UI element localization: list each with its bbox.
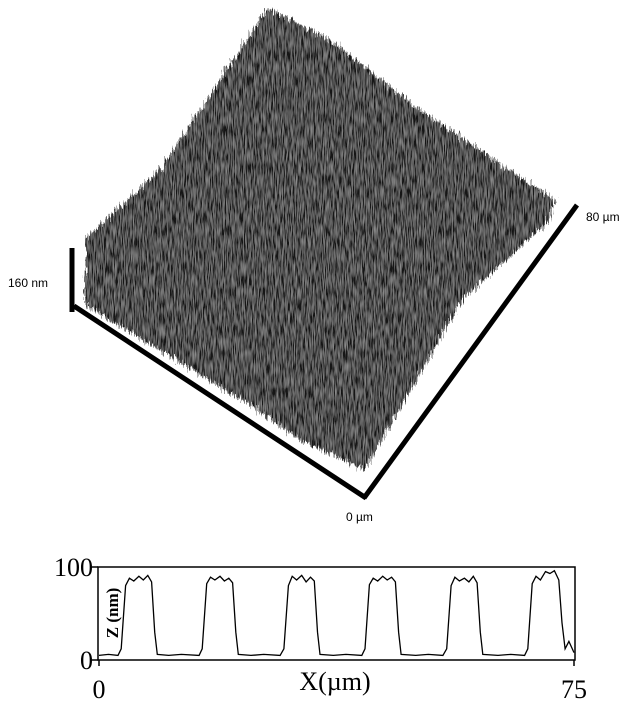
y-tick-label: 100 [54, 553, 93, 582]
y-tick-label: 0 [80, 646, 93, 675]
z-scale-label: 160 nm [8, 276, 48, 290]
y-scale-label: 80 µm [586, 210, 620, 224]
y-axis-label: Z (nm) [103, 588, 122, 639]
surface [85, 8, 555, 470]
profile-line [98, 569, 575, 657]
x-tick-label: 0 [93, 675, 106, 704]
origin-label: 0 µm [346, 510, 373, 524]
y-axis-3d [361, 203, 580, 500]
plot-frame [97, 566, 576, 661]
x-axis-label: X(µm) [299, 667, 370, 696]
profile-chart: X(µm) Z (nm) 0 100 0 75 [54, 553, 587, 704]
afm-surface: 160 nm 80 µm 0 µm [8, 8, 620, 524]
x-tick-label: 75 [561, 675, 587, 704]
x-axis-3d [72, 303, 368, 501]
